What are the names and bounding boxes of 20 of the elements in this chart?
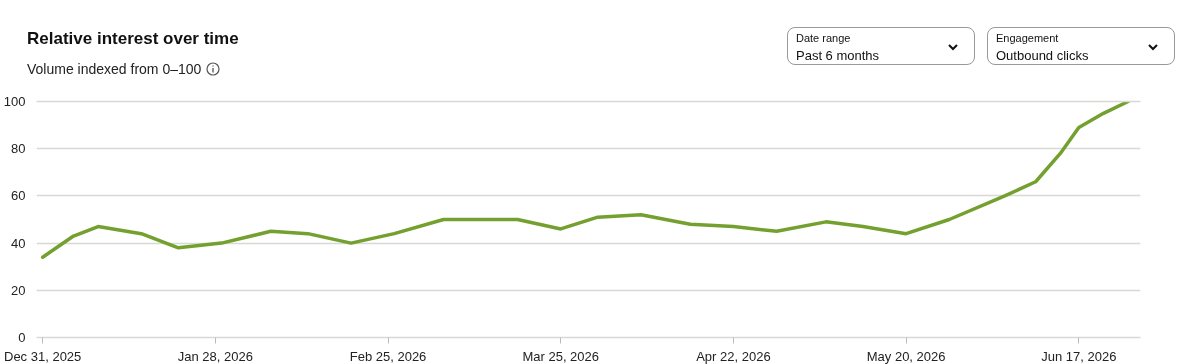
y-tick-label: 20 (11, 282, 26, 298)
text: Date range (796, 31, 852, 46)
x-tick-label: Dec 31, 2025 (4, 348, 82, 364)
y-tick-label: 100 (3, 94, 26, 109)
x-tick-label: Jun 17, 2026 (1041, 348, 1117, 364)
chart-title: Relative interest over time (27, 28, 239, 50)
x-tick-label: Feb 25, 2026 (349, 348, 427, 364)
text: Engagement (996, 31, 1060, 46)
chart-subtitle: Volume indexed from 0–100 (27, 60, 203, 80)
line-series (40, 101, 1130, 260)
text: Outbound clicks (996, 46, 1090, 65)
y-tick-label: 0 (18, 330, 26, 345)
x-tick-label: May 20, 2026 (866, 348, 946, 364)
y-tick-label: 40 (11, 235, 26, 251)
y-tick-label: 60 (11, 188, 26, 204)
x-tick-label: Mar 25, 2026 (522, 348, 600, 364)
text: Past 6 months (796, 46, 881, 65)
y-tick-label: 80 (11, 141, 26, 157)
x-tick-label: Jan 28, 2026 (177, 348, 253, 364)
x-tick-label: Apr 22, 2026 (696, 348, 771, 364)
